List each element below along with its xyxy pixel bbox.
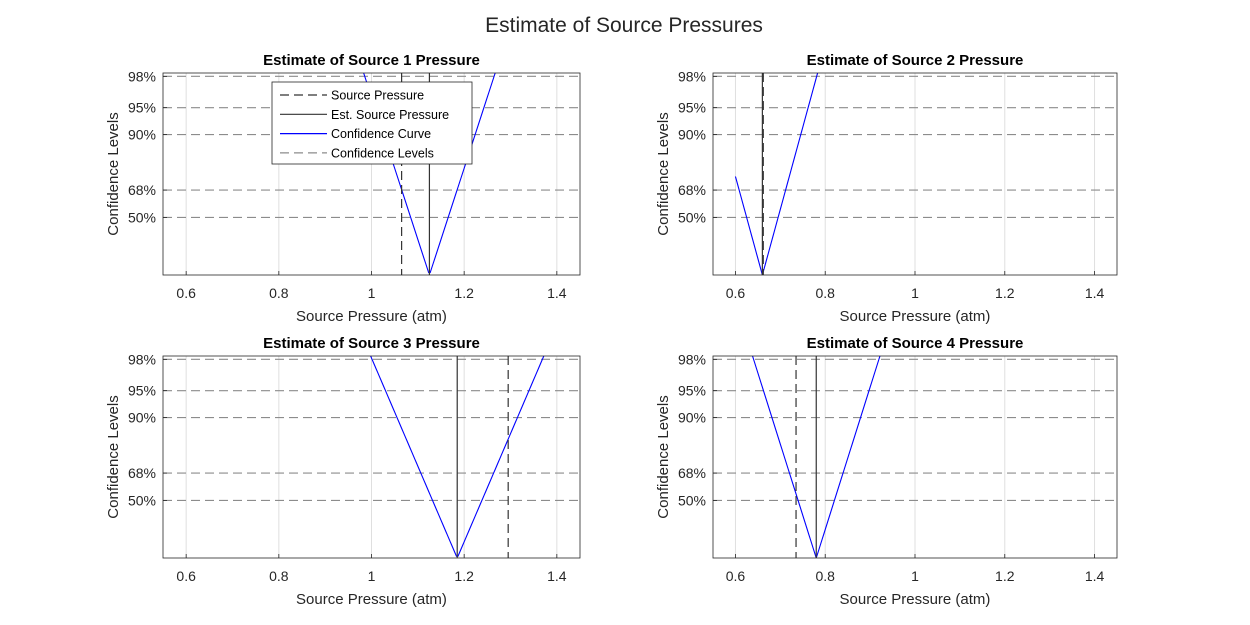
legend-est-source-pressure-label: Est. Source Pressure (331, 108, 449, 122)
x-tick-label: 1.4 (1085, 568, 1105, 584)
x-tick-label: 1.2 (995, 285, 1015, 301)
subplot-2: 0.6 0.8 1 1.2 1.4 50% 68% 90% 95% 98% Estimate of … (655, 52, 1118, 325)
x-tick-label: 1 (911, 568, 919, 584)
x-tick-label: 0.8 (269, 568, 289, 584)
y-tick-label: 90% (128, 410, 156, 426)
confidence-curve (734, 73, 819, 275)
y-tick-label: 50% (128, 492, 156, 508)
y-tick-label: 90% (678, 127, 706, 143)
subplot-4: 0.6 0.8 1 1.2 1.4 50% 68% 90% 95% 98% Estimate of … (655, 335, 1118, 608)
subplots: 0.6 0.8 1 1.2 1.4 50% 68% 90% 95% 98% Estimate of … (105, 52, 1118, 608)
x-tick-label: 0.6 (726, 568, 746, 584)
y-tick-label: 90% (678, 410, 706, 426)
y-tick-label: 68% (678, 465, 706, 481)
x-tick-label: 0.8 (269, 285, 289, 301)
x-tick-label: 0.8 (815, 285, 835, 301)
x-tick-label: 0.6 (176, 568, 196, 584)
x-tick-label: 1.2 (454, 285, 474, 301)
y-axis-label: Confidence Levels (105, 112, 122, 235)
y-tick-label: 95% (678, 383, 706, 399)
x-tick-label: 0.8 (815, 568, 835, 584)
legend-confidence-levels-label: Confidence Levels (331, 146, 434, 160)
y-tick-label: 50% (128, 209, 156, 225)
y-tick-label: 68% (128, 182, 156, 198)
legend-confidence-curve-label: Confidence Curve (331, 127, 431, 141)
y-tick-label: 50% (678, 209, 706, 225)
y-tick-label: 98% (128, 68, 156, 84)
x-tick-label: 1.4 (1085, 285, 1105, 301)
y-tick-label: 68% (678, 182, 706, 198)
x-tick-label: 1.4 (547, 285, 567, 301)
y-tick-label: 90% (128, 127, 156, 143)
y-tick-label: 98% (128, 351, 156, 367)
subplot-3: 0.6 0.8 1 1.2 1.4 50% 68% 90% 95% 98% Estimate of … (105, 335, 581, 608)
y-tick-label: 68% (128, 465, 156, 481)
x-axis-label: Source Pressure (atm) (296, 308, 447, 325)
legend: Source Pressure Est. Source Pressure Confi… (271, 81, 473, 165)
x-tick-label: 1.2 (995, 568, 1015, 584)
x-tick-label: 1 (368, 568, 376, 584)
figure-title: Estimate of Source Pressures (485, 14, 763, 37)
x-tick-label: 1 (911, 285, 919, 301)
x-axis-label: Source Pressure (atm) (840, 308, 991, 325)
subplot-title: Estimate of Source 3 Pressure (263, 335, 480, 352)
y-tick-label: 95% (128, 383, 156, 399)
x-tick-label: 1.2 (454, 568, 474, 584)
y-axis-label: Confidence Levels (105, 395, 122, 518)
legend-box (271, 81, 473, 165)
y-axis-label: Confidence Levels (655, 112, 672, 235)
x-tick-label: 0.6 (176, 285, 196, 301)
legend-source-pressure-label: Source Pressure (331, 89, 424, 103)
x-tick-label: 1.4 (547, 568, 567, 584)
x-axis-label: Source Pressure (atm) (296, 591, 447, 608)
y-axis-label: Confidence Levels (655, 395, 672, 518)
y-tick-label: 95% (678, 100, 706, 116)
y-tick-label: 98% (678, 68, 706, 84)
y-tick-label: 95% (128, 100, 156, 116)
confidence-curve (751, 356, 881, 558)
y-tick-label: 98% (678, 351, 706, 367)
subplot-title: Estimate of Source 4 Pressure (807, 335, 1024, 352)
subplot-title: Estimate of Source 2 Pressure (807, 52, 1024, 69)
subplot-title: Estimate of Source 1 Pressure (263, 52, 480, 69)
x-tick-label: 0.6 (726, 285, 746, 301)
confidence-curve (370, 356, 545, 557)
x-axis-label: Source Pressure (atm) (840, 591, 991, 608)
subplot-1: 0.6 0.8 1 1.2 1.4 50% 68% 90% 95% 98% Estimate of … (105, 52, 581, 325)
x-tick-label: 1 (368, 285, 376, 301)
y-tick-label: 50% (678, 492, 706, 508)
